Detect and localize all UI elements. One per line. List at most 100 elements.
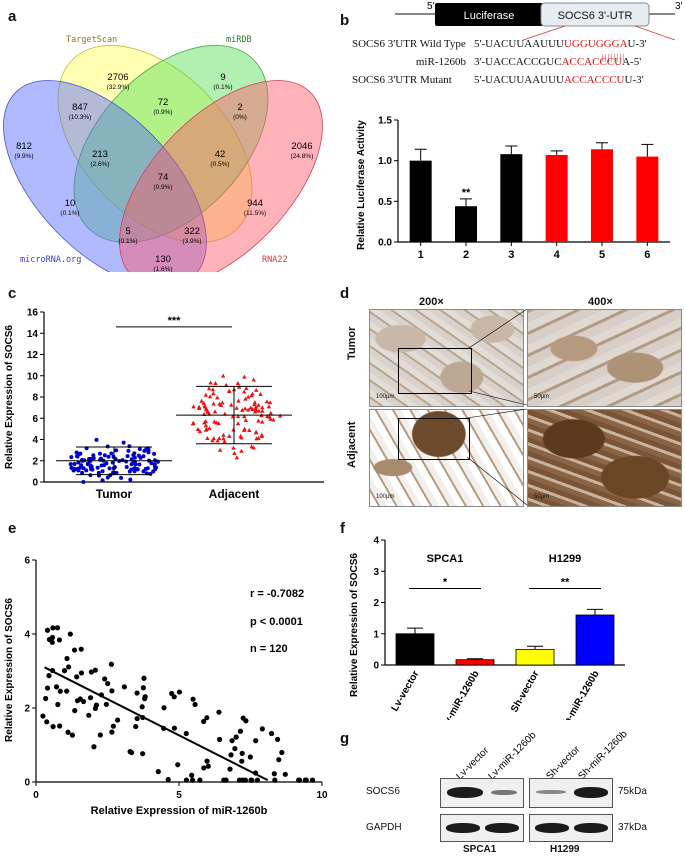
- data-point: [242, 777, 248, 783]
- wb-band-gapdh-3: [535, 823, 569, 833]
- data-point-adjacent: [212, 419, 217, 424]
- data-point-adjacent: [227, 433, 232, 438]
- data-point-tumor: [114, 448, 119, 453]
- y-tick-label: 0.0: [378, 238, 392, 249]
- x-tick-label: 5: [176, 790, 182, 801]
- data-point: [78, 670, 85, 676]
- bar: [395, 633, 435, 666]
- correlation-scatter: 0 2 4 6 Relative Expression of SOCS6 0 5 10 Rela…: [4, 556, 328, 818]
- data-point: [57, 723, 63, 729]
- panel-label-g: g: [340, 730, 350, 747]
- seq-row-mirna: miR-1260b 3'-UACCACCGUC ACCACCCU A-5': [352, 54, 684, 71]
- data-point: [183, 777, 190, 783]
- y-tick-label: 1: [373, 629, 379, 640]
- data-point: [279, 749, 285, 756]
- data-point-adjacent: [256, 402, 261, 407]
- data-point-adjacent: [211, 391, 216, 396]
- data-point-adjacent: [250, 407, 255, 412]
- data-point-adjacent: [243, 418, 249, 423]
- wb-band-gapdh-2: [485, 823, 519, 833]
- data-point: [197, 777, 203, 783]
- data-point-adjacent: [217, 436, 222, 441]
- data-point-tumor: [88, 456, 93, 461]
- seq-suffix-mir: A-5': [622, 56, 642, 68]
- venn-region-count: 72: [158, 97, 169, 108]
- data-point: [192, 701, 198, 708]
- data-point: [155, 769, 161, 775]
- data-point-adjacent: [206, 386, 212, 391]
- data-point-tumor: [106, 454, 111, 459]
- venn-region-count: 2706: [107, 72, 128, 83]
- venn-region-pct: (1.6%): [153, 266, 172, 272]
- data-point-adjacent: [245, 394, 251, 399]
- data-point: [105, 680, 111, 687]
- data-point: [133, 723, 139, 730]
- data-point-tumor: [96, 470, 101, 475]
- data-point: [302, 777, 308, 783]
- data-point-tumor: [148, 471, 153, 476]
- data-point-tumor: [113, 457, 118, 462]
- data-point: [108, 661, 115, 667]
- data-point: [189, 777, 196, 783]
- data-point: [216, 736, 223, 743]
- data-point-tumor: [141, 469, 146, 474]
- data-point: [253, 738, 259, 744]
- data-point-tumor: [80, 457, 85, 462]
- data-point-tumor: [125, 454, 130, 459]
- y-tick-label: 0: [32, 478, 38, 489]
- wb-lane-2: Lv-miR-1260b: [486, 730, 538, 782]
- venn-region-pct: (0.1%): [213, 84, 232, 91]
- data-point: [43, 695, 49, 702]
- ihc-scale-50-tumor: 50μm: [534, 394, 550, 400]
- data-point: [268, 730, 275, 737]
- data-point: [88, 669, 95, 675]
- data-point: [46, 673, 52, 679]
- data-point: [65, 729, 71, 735]
- ihc-adjacent-200x: 100μm: [369, 409, 524, 507]
- seq-row-wildtype: SOCS6 3'UTR Wild Type 5'-UACUUAAUUU UGGUG…: [352, 36, 684, 53]
- venn-region-pct: (0.1%): [60, 210, 79, 217]
- data-point: [87, 695, 94, 701]
- wb-size-37: 37kDa: [618, 822, 647, 833]
- data-point-tumor: [152, 462, 157, 467]
- x-tick-label: 10: [316, 790, 328, 801]
- data-point-adjacent: [211, 401, 216, 406]
- data-point-tumor: [107, 466, 112, 471]
- data-point: [121, 684, 127, 690]
- venn-set-targetscan: [57, 45, 253, 243]
- data-point-adjacent: [249, 393, 254, 398]
- data-point: [54, 625, 61, 631]
- data-point: [309, 777, 316, 783]
- venn-label-targetscan: TargetScan: [66, 35, 117, 45]
- data-point-tumor: [128, 477, 133, 482]
- data-point: [50, 724, 56, 730]
- data-point-adjacent: [199, 398, 204, 403]
- data-point: [271, 771, 277, 777]
- data-point-adjacent: [203, 427, 209, 432]
- x-tick-label: 0: [33, 790, 39, 801]
- data-point-adjacent: [231, 445, 236, 450]
- data-point-tumor: [102, 463, 107, 468]
- data-point-tumor: [68, 462, 73, 467]
- y-tick-label: 4: [373, 536, 379, 547]
- wb-band-gapdh-4: [574, 823, 608, 833]
- x-tick-label: 1: [418, 249, 424, 261]
- data-point-adjacent: [240, 407, 245, 412]
- data-point: [233, 734, 239, 740]
- data-point: [228, 752, 234, 758]
- venn-region-pct: (11.5%): [244, 210, 266, 217]
- seq-suffix-mut: U-3': [624, 74, 644, 86]
- data-point: [74, 698, 81, 704]
- luciferase-label: Luciferase: [464, 10, 515, 22]
- data-point: [190, 696, 196, 702]
- data-point: [114, 717, 121, 723]
- venn-region-pct: (9.9%): [14, 153, 33, 160]
- data-point: [92, 667, 98, 673]
- data-point-adjacent: [278, 413, 283, 418]
- ihc-col-200x: 200×: [419, 296, 444, 308]
- data-point-adjacent: [208, 380, 213, 385]
- data-point-adjacent: [252, 402, 257, 407]
- data-point: [103, 701, 109, 707]
- data-point-tumor: [152, 451, 157, 456]
- wb-band-sh-vector-socs6: [536, 790, 566, 794]
